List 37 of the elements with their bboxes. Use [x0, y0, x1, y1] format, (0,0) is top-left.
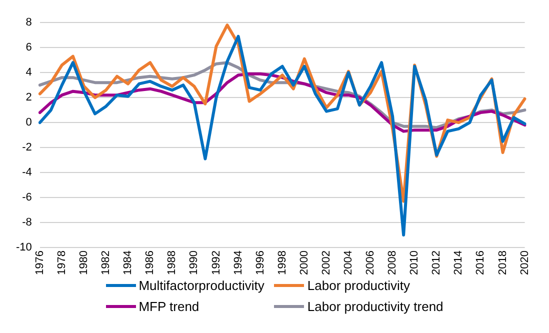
- y-tick-label: 2: [26, 92, 32, 104]
- x-tick-label: 1980: [78, 250, 90, 276]
- y-tick-label: -6: [22, 192, 32, 204]
- legend-label: Labor productivity: [307, 278, 410, 293]
- x-tick-label: 1984: [122, 250, 134, 276]
- x-tick-label: 1976: [34, 250, 46, 276]
- x-tick-label: 1992: [210, 250, 222, 276]
- x-tick-label: 2016: [474, 250, 487, 276]
- x-tick-label: 2010: [408, 250, 421, 276]
- x-tick-label: 2014: [452, 250, 465, 276]
- y-tick-label: -8: [22, 216, 32, 229]
- x-tick-label: 2018: [496, 250, 509, 276]
- x-tick-label: 1988: [166, 250, 178, 276]
- x-tick-label: 2000: [298, 250, 310, 276]
- x-tick-label: 1982: [100, 250, 112, 276]
- x-tick-label: 2012: [430, 250, 443, 276]
- x-tick-label: 1978: [56, 250, 68, 276]
- y-tick-label: -4: [22, 166, 32, 179]
- y-tick-label: -10: [16, 242, 32, 254]
- x-tick-label: 2020: [518, 250, 531, 276]
- legend-label: Multifactorproductivity: [138, 278, 264, 293]
- x-tick-label: 1986: [144, 250, 156, 276]
- y-tick-label: 8: [26, 16, 32, 29]
- legend-label: MFP trend: [138, 299, 200, 314]
- x-tick-label: 2004: [342, 250, 355, 276]
- x-tick-label: 2006: [364, 250, 377, 276]
- x-tick-label: 1998: [276, 250, 288, 276]
- x-tick-label: 2008: [386, 250, 399, 276]
- y-tick-label: 0: [26, 116, 32, 129]
- x-tick-label: 2002: [320, 250, 332, 276]
- y-tick-label: -2: [22, 142, 32, 154]
- y-tick-label: 4: [26, 66, 32, 79]
- x-tick-label: 1996: [254, 250, 266, 276]
- legend-label: Labor productivity trend: [307, 299, 444, 314]
- x-tick-label: 1990: [188, 250, 200, 276]
- y-tick-label: 6: [26, 42, 32, 54]
- x-tick-label: 1994: [232, 250, 244, 276]
